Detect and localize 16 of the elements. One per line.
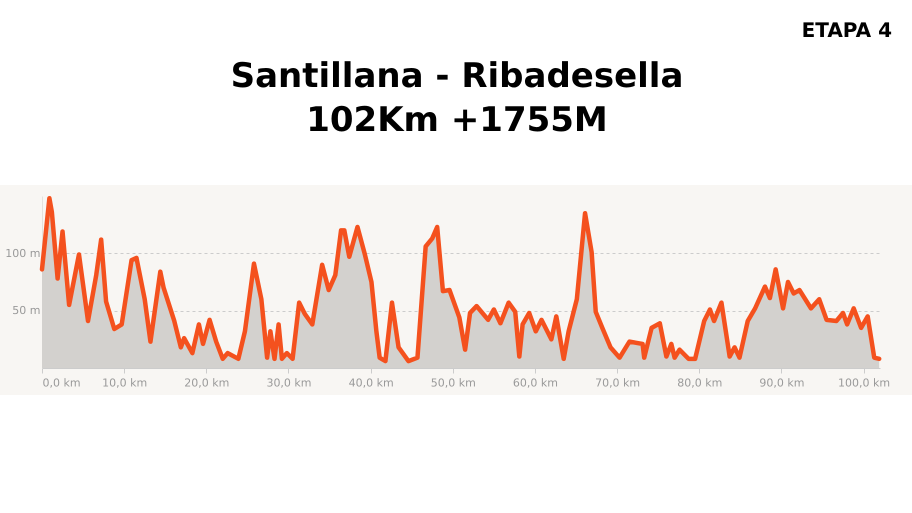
x-tick-label: 40,0 km [348, 376, 394, 390]
text: ETAPA 4 [802, 18, 892, 42]
x-tick-label: 30,0 km [266, 376, 312, 390]
x-tick-label: 0,0 km [42, 376, 81, 390]
x-tick-label: 10,0 km [102, 376, 148, 390]
x-tick-label: 90,0 km [759, 376, 804, 390]
y-tick-label: 50 m [12, 304, 40, 318]
x-tick-label: 80,0 km [677, 376, 722, 390]
y-tick-label: 100 m [5, 246, 40, 260]
chart-title: Santillana - Ribadesella [230, 56, 684, 96]
x-tick-label: 70,0 km [595, 376, 640, 390]
x-tick-label: 60,0 km [512, 376, 558, 390]
x-tick-label: 20,0 km [184, 376, 230, 390]
x-tick-label: 50,0 km [430, 376, 476, 390]
x-tick-label: 100,0 km [838, 376, 890, 390]
chart-subtitle: 102Km +1755M [306, 100, 608, 140]
